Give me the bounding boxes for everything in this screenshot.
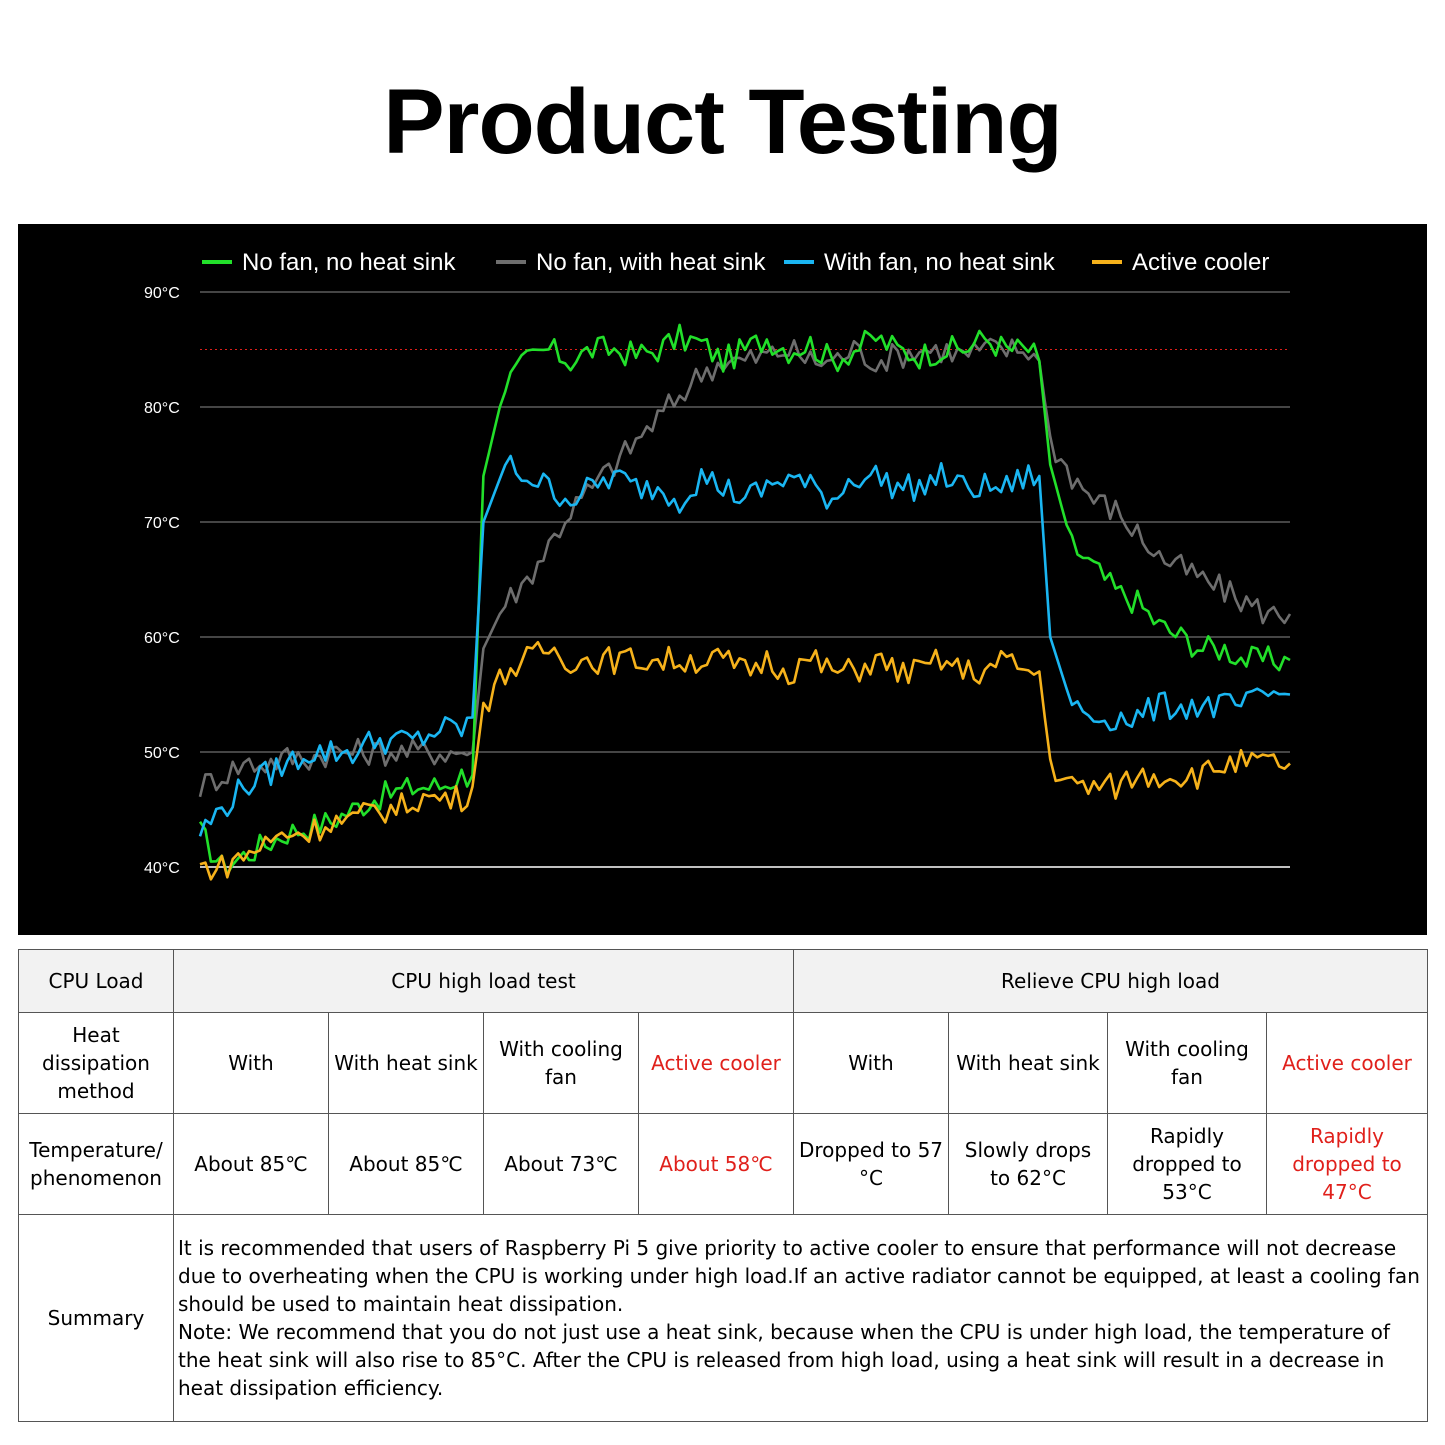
- legend-label: No fan, with heat sink: [536, 249, 766, 276]
- table-cell: About 85℃: [173, 1113, 329, 1215]
- table-row: CPU Load CPU high load test Relieve CPU …: [18, 949, 1429, 1013]
- table-cell: Rapidly dropped to 53°C: [1107, 1113, 1267, 1215]
- y-tick-label: 40°C: [144, 860, 180, 877]
- table-cell: Slowly drops to 62°C: [948, 1113, 1108, 1215]
- table-cell: About 85℃: [328, 1113, 484, 1215]
- legend-label: With fan, no heat sink: [824, 249, 1056, 276]
- y-tick-label: 80°C: [144, 400, 180, 417]
- table-cell: About 73℃: [483, 1113, 639, 1215]
- comparison-table: CPU Load CPU high load test Relieve CPU …: [18, 949, 1429, 1422]
- legend-label: Active cooler: [1132, 249, 1269, 276]
- chart-svg: 90°C 80°C 70°C 60°C 50°C 40°C No fan, no heat…: [144, 249, 1292, 881]
- table-cell-highlight: Active cooler: [1265, 1012, 1429, 1114]
- page-title: Product Testing: [383, 71, 1062, 173]
- table-row: Summary It is recommended that users of …: [18, 1214, 1429, 1422]
- table-row: Temperature/ phenomenon About 85℃ About …: [18, 1113, 1429, 1215]
- series-line: [198, 337, 1292, 798]
- y-tick-label: 90°C: [144, 285, 180, 302]
- series-line: [198, 323, 1291, 876]
- row-label-heat-method: Heat dissipation method: [18, 1012, 174, 1114]
- summary-text: It is recommended that users of Raspberr…: [172, 1214, 1429, 1422]
- table-cell: Dropped to 57 °C: [793, 1113, 949, 1215]
- temperature-chart: 90°C 80°C 70°C 60°C 50°C 40°C No fan, no heat…: [18, 224, 1427, 935]
- table-cell: With: [173, 1012, 329, 1114]
- relieve-load-header: Relieve CPU high load: [792, 949, 1429, 1013]
- y-tick-label: 70°C: [144, 515, 180, 532]
- table-cell-highlight: Active cooler: [638, 1012, 794, 1114]
- table-cell: With cooling fan: [1107, 1012, 1267, 1114]
- table-cell: With heat sink: [328, 1012, 484, 1114]
- table-cell: With heat sink: [948, 1012, 1108, 1114]
- summary-recommendation: It is recommended that users of Raspberr…: [178, 1236, 1420, 1316]
- y-tick-label: 60°C: [144, 630, 180, 647]
- table-cell: With cooling fan: [483, 1012, 639, 1114]
- row-label-temperature: Temperature/ phenomenon: [18, 1113, 174, 1215]
- row-label-cpu-load: CPU Load: [18, 949, 174, 1013]
- table-row: Heat dissipation method With With heat s…: [18, 1012, 1429, 1114]
- summary-note: Note: We recommend that you do not just …: [178, 1320, 1390, 1400]
- series-line: [199, 640, 1291, 881]
- grid-layer: 90°C 80°C 70°C 60°C 50°C 40°C: [144, 285, 1290, 877]
- table-cell: With: [793, 1012, 949, 1114]
- legend: No fan, no heat sink No fan, with heat si…: [202, 249, 1269, 276]
- series-line: [198, 454, 1291, 837]
- y-tick-label: 50°C: [144, 745, 180, 762]
- table-cell-highlight: About 58℃: [638, 1113, 794, 1215]
- table-cell-highlight: Rapidly dropped to 47°C: [1265, 1113, 1429, 1215]
- legend-label: No fan, no heat sink: [242, 249, 456, 276]
- cpu-high-load-header: CPU high load test: [173, 949, 794, 1013]
- row-label-summary: Summary: [18, 1214, 174, 1422]
- series-layer: [198, 323, 1292, 881]
